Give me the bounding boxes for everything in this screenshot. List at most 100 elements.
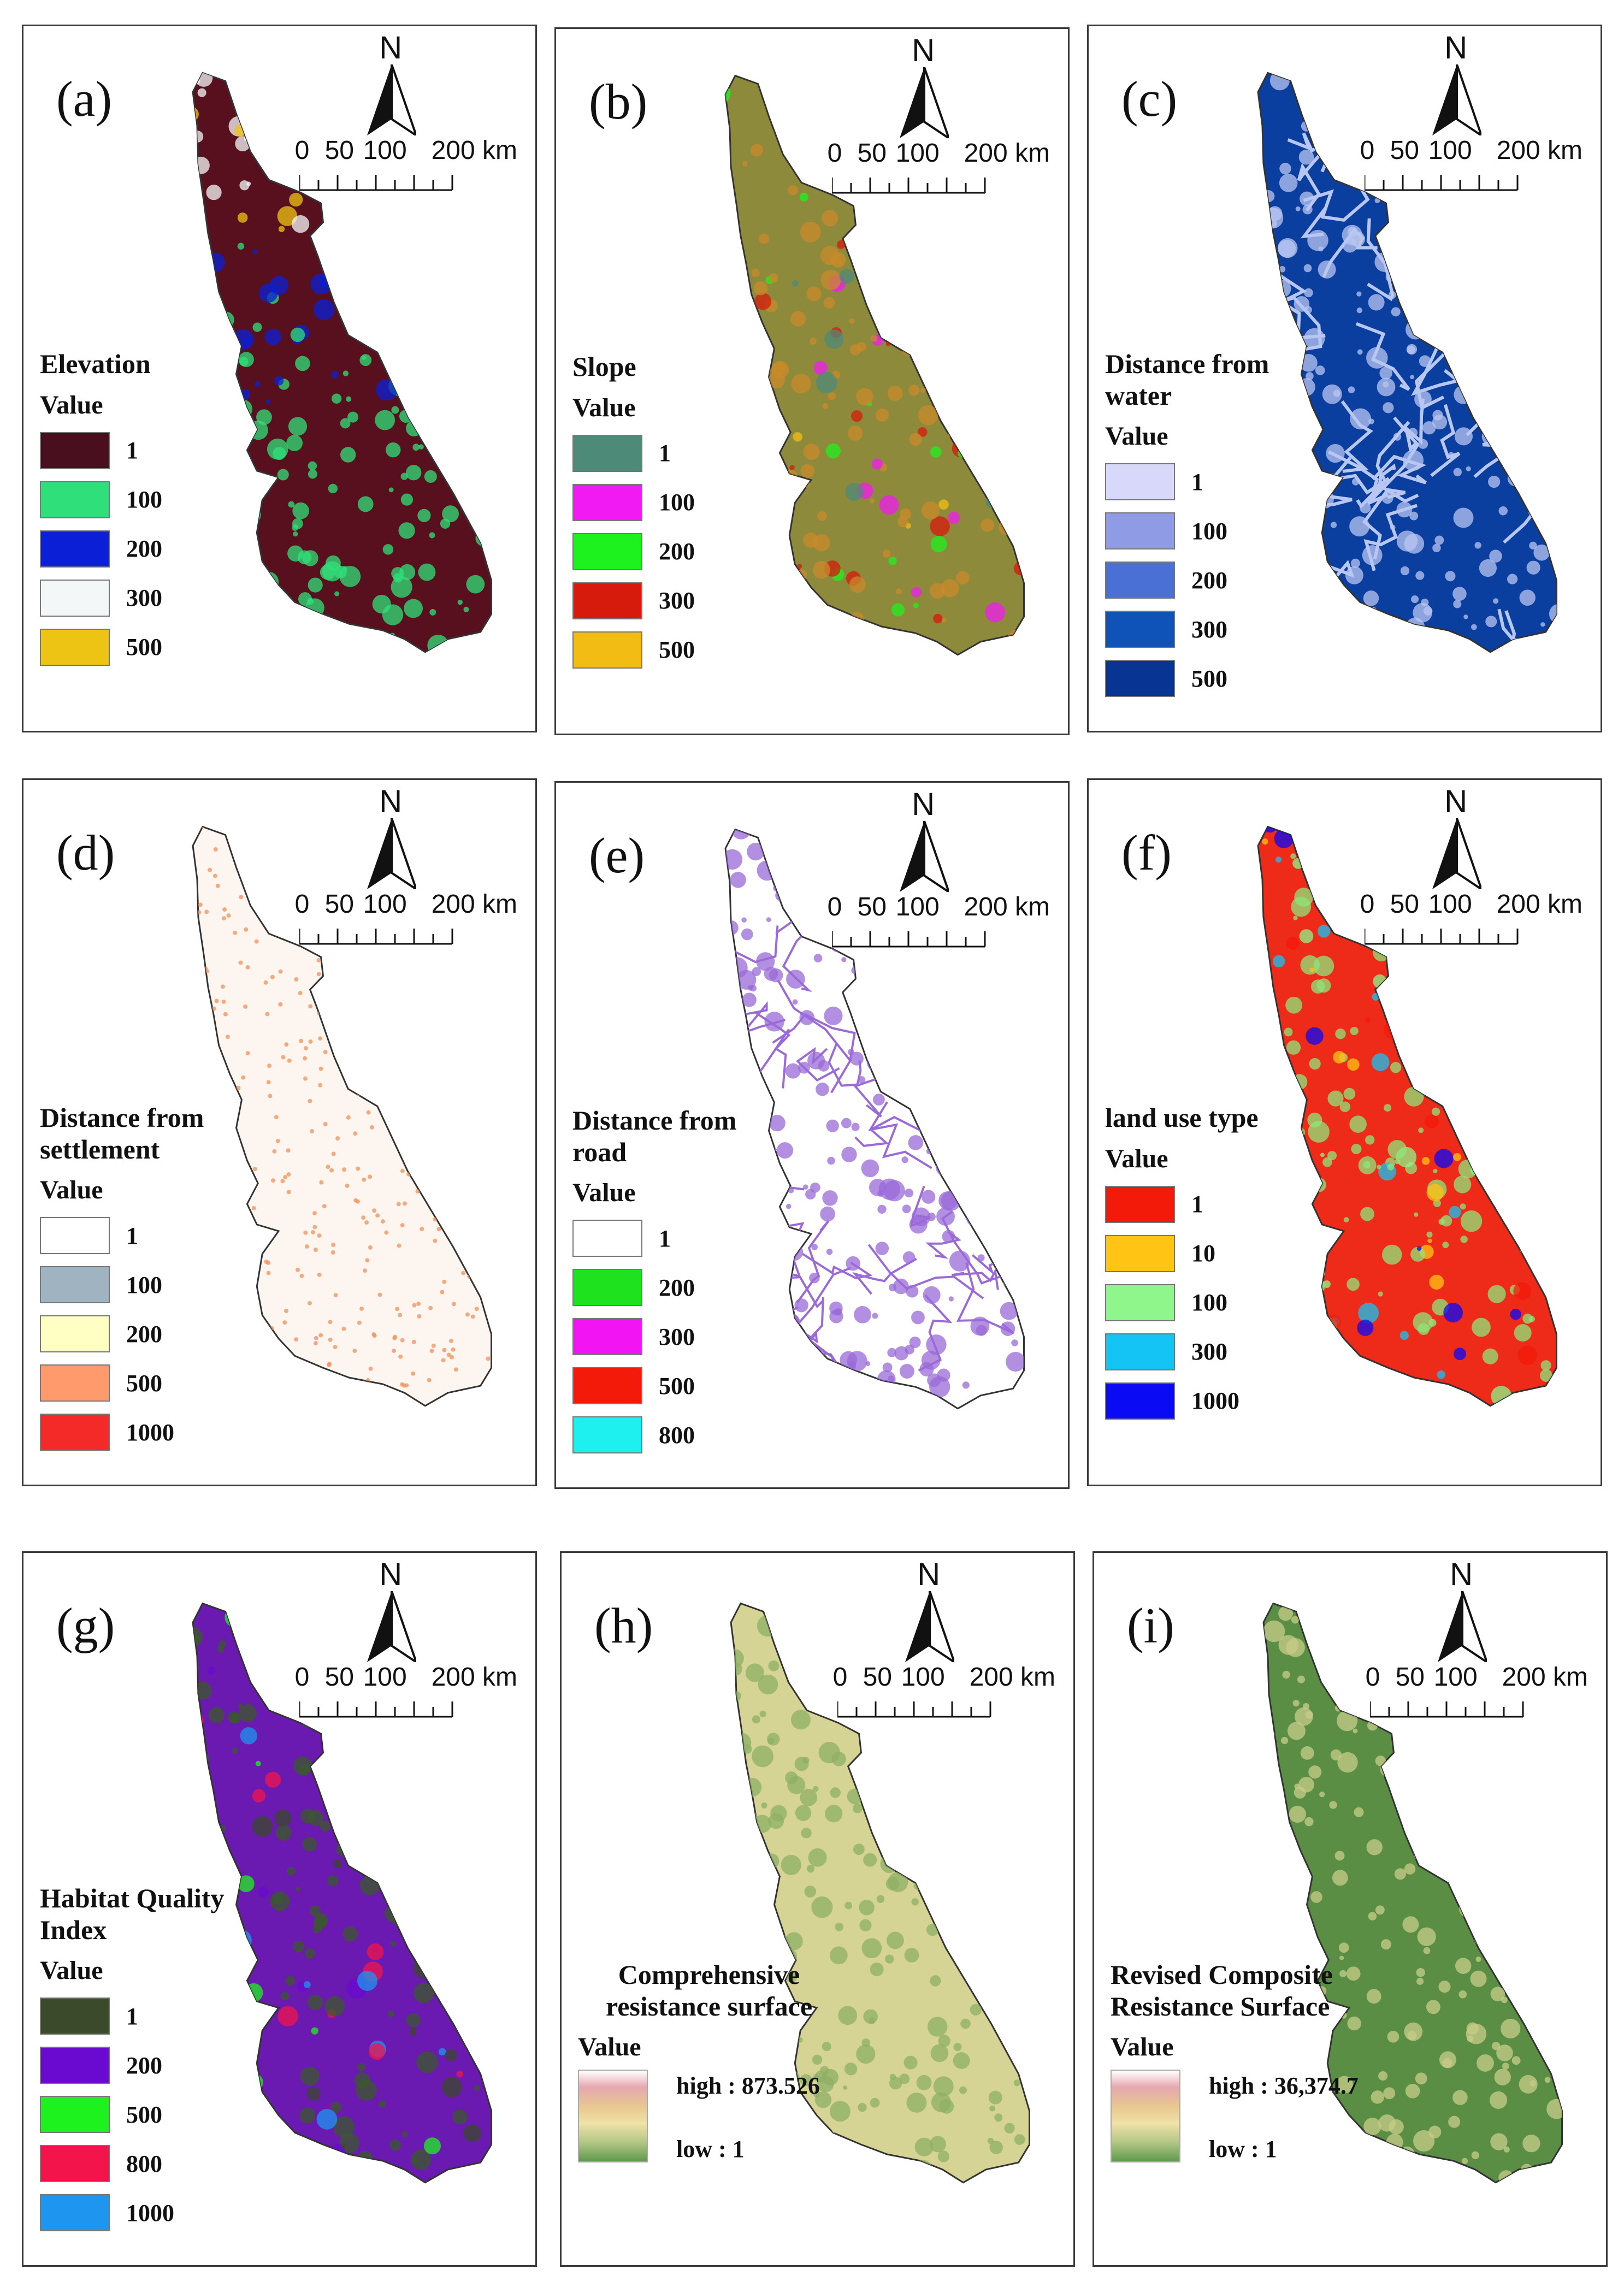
legend-swatch (572, 1318, 642, 1355)
panel-label: (i) (1127, 1598, 1174, 1653)
legend-item: 1 (40, 1217, 237, 1254)
legend-subtitle: Value (578, 2032, 641, 2061)
scale-tick-label: 200 km (964, 139, 1050, 168)
scale-tick-label: 50 (857, 139, 887, 168)
legend: Distance from water Value 1 100 200 300 500 (1105, 348, 1302, 697)
north-label: N (379, 30, 403, 66)
scale-tick-label: 100 (363, 136, 407, 165)
legend-swatch (40, 2096, 110, 2133)
panel-label: (d) (56, 825, 115, 880)
scale-bar (831, 931, 986, 948)
north-label: N (379, 1557, 403, 1592)
scale-tick-label: 50 (863, 1663, 892, 1692)
map-panel-d: (d) N 0 50 100 200 km Distance from settlement… (22, 778, 537, 1486)
legend-swatch (40, 1998, 110, 2035)
scale-tick-label: 100 (895, 893, 940, 921)
region-map (1262, 1602, 1563, 2184)
legend-subtitle: Value (40, 390, 103, 419)
gradient-low-label: low : 1 (1209, 2136, 1277, 2162)
legend-swatch (1105, 1234, 1175, 1272)
scale-bar (837, 1701, 991, 1718)
gradient-bar (1111, 2070, 1180, 2162)
scale-tick-label: 200 km (964, 893, 1050, 921)
legend-item: 300 (572, 582, 695, 619)
scale-tick-label: 50 (1390, 136, 1419, 165)
legend-item: 1000 (40, 2194, 237, 2231)
legend-value: 100 (126, 486, 162, 513)
scale-tick-label: 100 (1428, 136, 1472, 165)
legend-item: 300 (1105, 611, 1302, 648)
scale-tick-label: 0 (294, 890, 310, 919)
legend-swatch (1105, 512, 1175, 549)
gradient-bar (578, 2070, 648, 2162)
legend-item: 500 (572, 1367, 769, 1404)
map-panel-h: (h) N 0 50 100 200 km Comprehensive resistance… (560, 1551, 1075, 2267)
legend-item: 1000 (1105, 1382, 1259, 1420)
legend-swatch (572, 434, 642, 472)
legend: Distance from road Value 1 200 300 500 800 (572, 1105, 769, 1453)
legend-item: 300 (1105, 1333, 1259, 1370)
legend-item: 1 (1105, 1185, 1259, 1223)
legend-item: 100 (1105, 1284, 1259, 1321)
legend-value: 1 (659, 1225, 671, 1252)
legend-subtitle: Value (1105, 1144, 1168, 1173)
legend-swatch (572, 631, 642, 669)
legend-subtitle: Value (1105, 422, 1168, 451)
legend-swatch (40, 1217, 110, 1254)
legend-item: 100 (40, 1266, 237, 1303)
legend-value: 500 (126, 634, 162, 660)
legend-value: 800 (659, 1421, 695, 1449)
scale-bar (299, 1701, 453, 1718)
scale-tick-label: 0 (1360, 136, 1375, 165)
map-panel-g: (g) N 0 50 100 200 km Habitat Quality Index Val… (22, 1551, 537, 2267)
legend-value: 1 (1191, 1191, 1203, 1218)
panel-label: (c) (1121, 71, 1178, 127)
scale-tick-label: 100 (1433, 1663, 1478, 1692)
north-label: N (379, 784, 403, 819)
legend-item: 1 (1105, 463, 1302, 500)
scale-tick-label: 0 (827, 893, 842, 921)
north-label: N (917, 1557, 941, 1592)
legend-swatch (572, 1269, 642, 1306)
legend-value: 300 (126, 584, 162, 611)
north-arrow-icon (367, 818, 417, 889)
region-map (192, 72, 493, 653)
scale-tick-label: 0 (1365, 1663, 1380, 1692)
legend-value: 1000 (1191, 1387, 1239, 1414)
legend-title: Habitat Quality Index (40, 1883, 225, 1945)
region-outline (724, 74, 1025, 656)
legend-swatch (1105, 1284, 1175, 1321)
scale-bar (299, 175, 453, 191)
region-map (1257, 825, 1558, 1407)
legend-swatch (1105, 463, 1175, 500)
legend-swatch (1105, 660, 1175, 697)
scale-tick-label: 100 (1428, 890, 1472, 919)
legend-item: 500 (1105, 660, 1302, 697)
legend-swatch (40, 2145, 110, 2182)
north-label: N (1450, 1557, 1473, 1592)
legend-item: 200 (40, 1315, 237, 1352)
legend-swatch (1105, 562, 1175, 599)
legend-subtitle: Value (40, 1175, 103, 1204)
legend-value: 500 (126, 1369, 162, 1397)
legend-swatch (40, 530, 110, 568)
north-arrow-icon (367, 64, 417, 135)
scale-tick-label: 0 (1360, 890, 1375, 919)
region-map (192, 825, 493, 1407)
legend-swatch (40, 2047, 110, 2084)
region-map (724, 74, 1025, 656)
legend-title: Distance from settlement (40, 1102, 204, 1165)
legend-value: 800 (126, 2150, 162, 2177)
scale-tick-label: 0 (294, 136, 310, 165)
scale-bar (831, 178, 986, 194)
legend-swatch (572, 1367, 642, 1404)
scale-tick-label: 50 (324, 890, 354, 919)
legend-value: 1 (126, 437, 138, 464)
legend-value: 100 (126, 1271, 162, 1298)
legend-value: 1 (659, 440, 671, 466)
legend-value: 1 (126, 1222, 138, 1249)
legend-item: 1 (40, 432, 162, 469)
legend-title: Distance from water (1105, 348, 1269, 411)
panel-label: (h) (594, 1598, 653, 1653)
legend-title: Comprehensive resistance surface (605, 1959, 813, 2022)
